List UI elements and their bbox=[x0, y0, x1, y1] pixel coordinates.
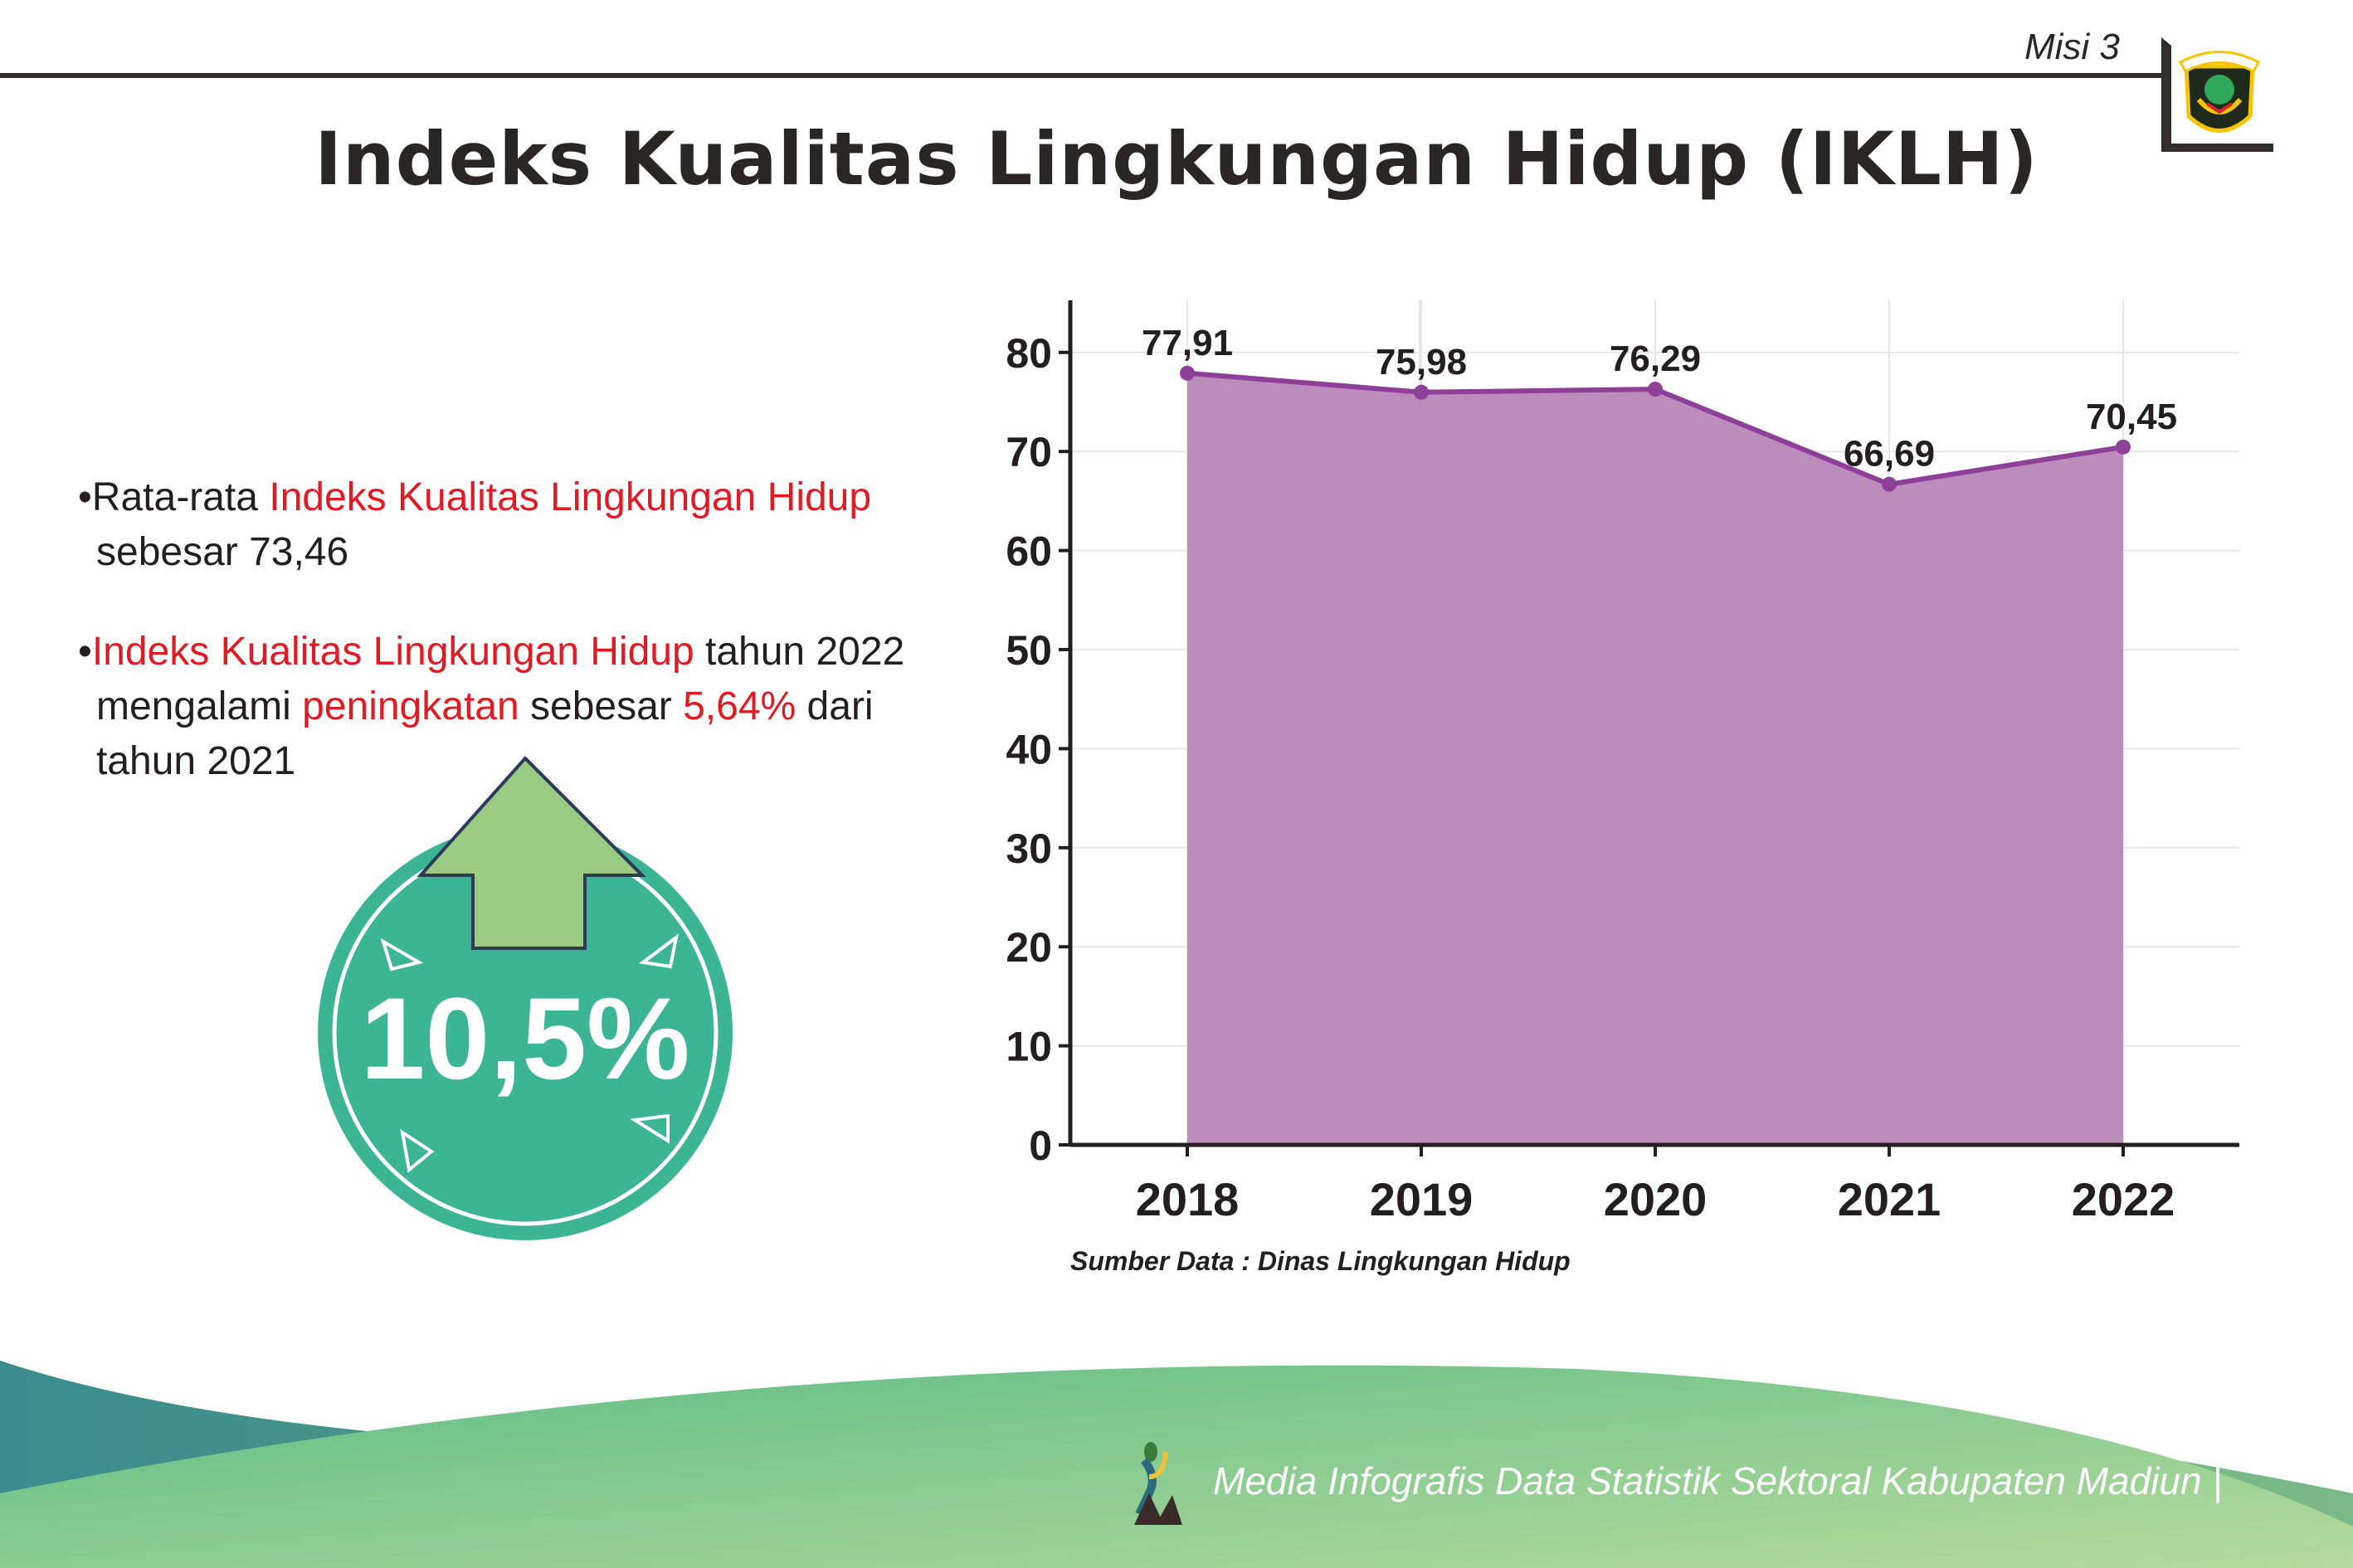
bullet-2-line-2: mengalami peningkatan sebesar 5,64% dari bbox=[96, 684, 874, 729]
text: • bbox=[78, 630, 92, 674]
text: dari bbox=[796, 684, 874, 728]
bullet-1-line-1: •Rata-rata Indeks Kualitas Lingkungan Hi… bbox=[78, 475, 871, 520]
y-tick-label: 10 bbox=[1006, 1024, 1052, 1070]
bullet-2-line-3: tahun 2021 bbox=[96, 739, 296, 783]
highlight-text: Indeks Kualitas Lingkungan Hidup bbox=[91, 630, 694, 674]
media-logo-icon bbox=[1134, 1442, 1182, 1525]
y-tick-label: 40 bbox=[1006, 726, 1052, 772]
data-point bbox=[2116, 439, 2131, 455]
y-tick-label: 60 bbox=[1006, 528, 1052, 575]
bullet-2-line-1: •Indeks Kualitas Lingkungan Hidup tahun … bbox=[78, 629, 904, 674]
highlight-text: Indeks Kualitas Lingkungan Hidup bbox=[269, 475, 872, 519]
x-tick-label: 2018 bbox=[1136, 1173, 1240, 1225]
data-point bbox=[1882, 476, 1897, 492]
data-label: 75,98 bbox=[1376, 342, 1467, 382]
increase-badge: 10,5% bbox=[318, 756, 733, 1240]
logo-frame bbox=[2161, 37, 2273, 152]
footer-tagline: Media Infografis Data Statistik Sektoral… bbox=[1213, 1459, 2223, 1502]
bullet-1-line-2: sebesar 73,46 bbox=[96, 530, 349, 574]
badge-circle bbox=[318, 825, 733, 1240]
y-tick-label: 20 bbox=[1006, 924, 1052, 971]
area-fill bbox=[1187, 373, 2123, 1145]
highlight-text: peningkatan bbox=[302, 684, 519, 728]
misi-label: Misi 3 bbox=[2024, 27, 2120, 67]
header-divider bbox=[0, 73, 2161, 78]
x-tick-label: 2021 bbox=[1838, 1173, 1941, 1225]
text: sebesar bbox=[519, 684, 684, 728]
data-label: 76,29 bbox=[1610, 338, 1701, 379]
text: mengalami bbox=[96, 684, 303, 728]
y-tick-label: 0 bbox=[1029, 1122, 1052, 1169]
text: tahun 2022 bbox=[694, 630, 905, 674]
highlight-text: 5,64% bbox=[683, 684, 797, 728]
x-tick-label: 2019 bbox=[1370, 1173, 1474, 1225]
y-tick-label: 30 bbox=[1006, 825, 1052, 872]
up-arrow-icon bbox=[417, 756, 646, 950]
text: •Rata-rata bbox=[78, 475, 270, 519]
data-label: 77,91 bbox=[1142, 323, 1233, 363]
data-point bbox=[1648, 382, 1663, 397]
sparkle-marks bbox=[380, 933, 679, 1173]
source-note: Sumber Data : Dinas Lingkungan Hidup bbox=[1070, 1246, 1571, 1276]
x-tick-label: 2022 bbox=[2072, 1173, 2175, 1225]
y-tick-label: 80 bbox=[1006, 330, 1052, 377]
y-tick-label: 50 bbox=[1006, 627, 1052, 674]
y-tick-label: 70 bbox=[1006, 429, 1052, 475]
page-title: Indeks Kualitas Lingkungan Hidup (IKLH) bbox=[314, 116, 2039, 202]
data-label: 70,45 bbox=[2086, 397, 2177, 437]
x-tick-label: 2020 bbox=[1604, 1173, 1708, 1225]
footer-wave bbox=[0, 1361, 2353, 1568]
kabupaten-madiun-emblem bbox=[2178, 51, 2261, 133]
iklh-chart: 0 10 20 30 40 50 60 70 80 77,91 2018 75,98 2019 76,29… bbox=[1006, 300, 2239, 1225]
data-label: 66,69 bbox=[1844, 434, 1935, 475]
badge-value: 10,5% bbox=[361, 973, 690, 1103]
data-point bbox=[1180, 365, 1195, 381]
data-point bbox=[1414, 384, 1429, 400]
